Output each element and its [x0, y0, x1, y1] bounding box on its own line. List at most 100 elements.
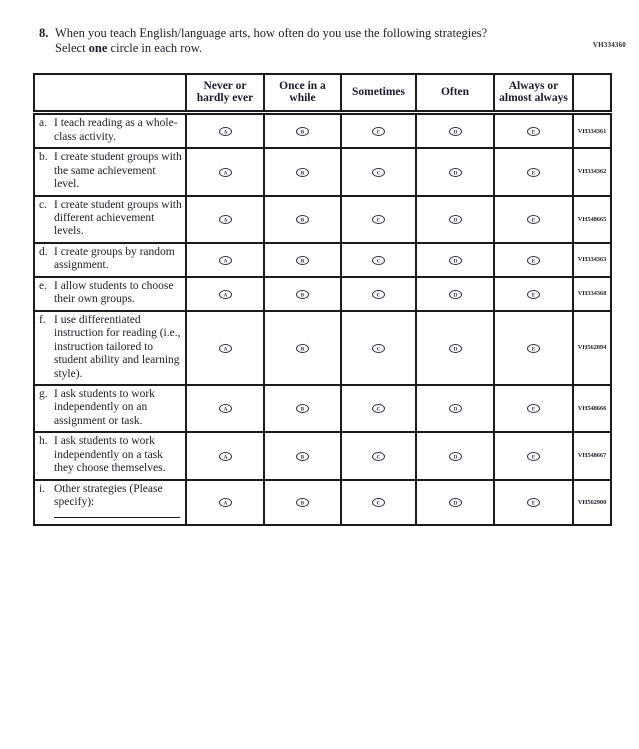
- table-row: h. I ask students to work independently …: [33, 431, 612, 481]
- row-label: I use differentiated instruction for rea…: [54, 313, 181, 380]
- question-text-start: When you teach English/language arts, ho…: [55, 26, 488, 56]
- option-cell-sometimes: C: [340, 275, 417, 312]
- option-cell-often: D: [415, 147, 495, 197]
- answer-bubble[interactable]: C: [372, 451, 385, 461]
- answer-bubble[interactable]: B: [296, 343, 309, 353]
- answer-bubble[interactable]: C: [372, 167, 385, 177]
- row-letter: g.: [39, 387, 48, 400]
- answer-bubble[interactable]: A: [218, 289, 232, 299]
- option-cell-once-in-a-while: B: [263, 147, 342, 197]
- answer-bubble[interactable]: A: [218, 215, 232, 225]
- answer-bubble[interactable]: E: [527, 451, 540, 461]
- answer-bubble[interactable]: A: [218, 451, 232, 461]
- option-cell-once-in-a-while: B: [263, 111, 342, 150]
- answer-bubble[interactable]: C: [372, 343, 385, 353]
- row-code: VH334368: [572, 275, 612, 312]
- option-cell-always-or-almost-always: E: [493, 111, 574, 150]
- answer-bubble[interactable]: D: [448, 451, 462, 461]
- option-cell-often: D: [415, 194, 495, 244]
- header-often: Often: [415, 72, 495, 116]
- specify-blank-line[interactable]: [54, 516, 180, 518]
- frequency-matrix-table: Never or hardly ever Once in a while Som…: [33, 72, 612, 526]
- row-label-cell: e. I allow students to choose their own …: [33, 275, 187, 312]
- answer-bubble[interactable]: B: [296, 255, 309, 265]
- answer-bubble[interactable]: A: [218, 343, 232, 353]
- answer-bubble[interactable]: C: [372, 497, 385, 507]
- answer-bubble[interactable]: C: [372, 404, 385, 414]
- answer-bubble[interactable]: E: [527, 167, 540, 177]
- option-cell-always-or-almost-always: E: [493, 383, 574, 434]
- row-letter: d.: [39, 245, 48, 258]
- answer-bubble[interactable]: A: [218, 404, 232, 414]
- answer-bubble[interactable]: E: [527, 497, 540, 507]
- answer-bubble[interactable]: C: [372, 215, 385, 225]
- table-row: g. I ask students to work independently …: [33, 383, 612, 434]
- answer-bubble[interactable]: D: [448, 127, 462, 137]
- option-cell-once-in-a-while: B: [263, 478, 342, 526]
- answer-bubble[interactable]: A: [218, 255, 232, 265]
- row-code: VH548666: [572, 383, 612, 434]
- option-cell-sometimes: C: [340, 383, 417, 434]
- row-label: I teach reading as a whole-class activit…: [54, 117, 178, 143]
- answer-bubble[interactable]: A: [218, 167, 232, 177]
- answer-bubble[interactable]: C: [372, 289, 385, 299]
- row-letter: f.: [39, 313, 46, 326]
- answer-bubble[interactable]: E: [527, 127, 540, 137]
- option-cell-often: D: [415, 111, 495, 150]
- answer-bubble[interactable]: C: [372, 255, 385, 265]
- option-cell-sometimes: C: [340, 309, 417, 386]
- row-code: VH548665: [572, 194, 612, 244]
- answer-bubble[interactable]: E: [527, 215, 540, 225]
- answer-bubble[interactable]: B: [296, 289, 309, 299]
- row-label-cell: c. I create student groups with differen…: [33, 194, 187, 244]
- row-label: I ask students to work independently on …: [54, 435, 166, 475]
- option-cell-never-or-hardly-ever: A: [185, 275, 265, 312]
- answer-bubble[interactable]: D: [448, 497, 462, 507]
- answer-bubble[interactable]: E: [527, 255, 540, 265]
- answer-bubble[interactable]: B: [296, 127, 309, 137]
- table-row: b. I create student groups with the same…: [33, 147, 612, 197]
- row-label: I allow students to choose their own gro…: [54, 279, 174, 306]
- row-code: VH334361: [572, 111, 612, 150]
- option-cell-never-or-hardly-ever: A: [185, 478, 265, 526]
- row-letter: a.: [39, 117, 47, 130]
- option-cell-always-or-almost-always: E: [493, 431, 574, 481]
- answer-bubble[interactable]: E: [527, 289, 540, 299]
- question-text-bold: one: [88, 41, 108, 56]
- table-row: a. I teach reading as a whole-class acti…: [33, 111, 612, 150]
- answer-bubble[interactable]: B: [296, 167, 309, 177]
- answer-bubble[interactable]: E: [527, 343, 540, 353]
- answer-bubble[interactable]: D: [448, 215, 462, 225]
- row-code: VH562900: [572, 478, 612, 526]
- option-cell-sometimes: C: [340, 431, 417, 481]
- answer-bubble[interactable]: B: [296, 497, 309, 507]
- option-cell-never-or-hardly-ever: A: [185, 309, 265, 386]
- answer-bubble[interactable]: B: [296, 404, 309, 414]
- header-always-or-almost-always: Always or almost always: [493, 72, 574, 116]
- row-label-cell: a. I teach reading as a whole-class acti…: [33, 111, 187, 150]
- answer-bubble[interactable]: D: [448, 255, 462, 265]
- row-label-cell: g. I ask students to work independently …: [33, 383, 187, 434]
- row-letter: i.: [39, 482, 46, 495]
- question-text-end: circle in each row.: [107, 41, 203, 56]
- answer-bubble[interactable]: B: [296, 451, 309, 461]
- option-cell-always-or-almost-always: E: [493, 194, 574, 244]
- table-row: c. I create student groups with differen…: [33, 194, 612, 244]
- answer-bubble[interactable]: D: [448, 343, 462, 353]
- row-label: I ask students to work independently on …: [54, 387, 155, 427]
- answer-bubble[interactable]: E: [527, 404, 540, 414]
- answer-bubble[interactable]: A: [218, 127, 232, 137]
- answer-bubble[interactable]: C: [372, 127, 385, 137]
- option-cell-sometimes: C: [340, 147, 417, 197]
- answer-bubble[interactable]: A: [218, 497, 232, 507]
- row-code: VH334362: [572, 147, 612, 197]
- answer-bubble[interactable]: B: [296, 215, 309, 225]
- answer-bubble[interactable]: D: [448, 167, 462, 177]
- row-label: Other strategies (Please specify):: [54, 482, 163, 509]
- answer-bubble[interactable]: D: [448, 289, 462, 299]
- option-cell-once-in-a-while: B: [263, 275, 342, 312]
- option-cell-never-or-hardly-ever: A: [185, 241, 265, 278]
- answer-bubble[interactable]: D: [448, 404, 462, 414]
- row-label-cell: b. I create student groups with the same…: [33, 147, 187, 197]
- row-code: VH562894: [572, 309, 612, 386]
